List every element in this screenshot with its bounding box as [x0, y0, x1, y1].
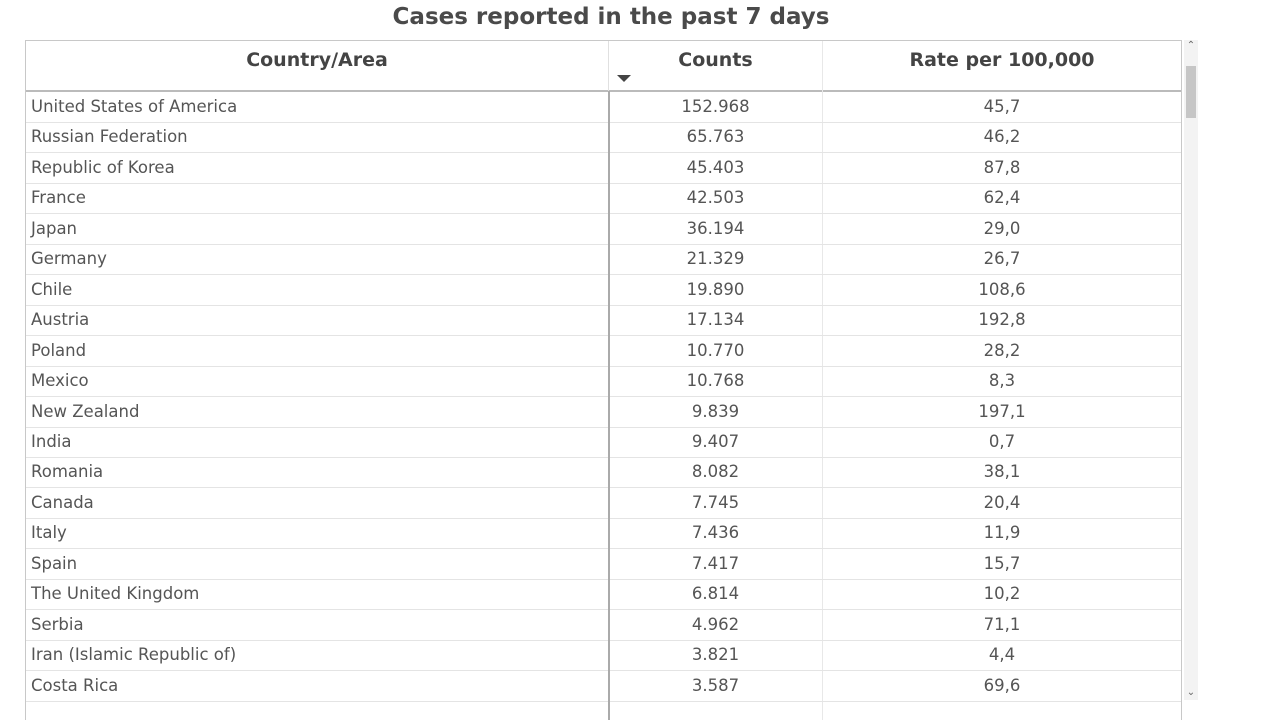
title: Cases reported in the past 7 days — [392, 4, 830, 30]
table-cell: 46,2 — [983, 127, 1021, 147]
table: Country/Area Counts Rate per 100,000 Uni… — [25, 40, 1182, 720]
table-cell: 26,7 — [983, 249, 1021, 269]
table-cell: 29,0 — [983, 218, 1021, 238]
table-cell: 38,1 — [983, 462, 1021, 482]
table-row: Austria 17.134 192,8 — [26, 305, 1181, 337]
column-divider — [608, 41, 609, 91]
table-cell: 6.814 — [691, 584, 740, 604]
column-divider — [608, 91, 610, 720]
table-row: Iran (Islamic Republic of) 3.821 4,4 — [26, 640, 1181, 672]
table-cell: 10,2 — [983, 584, 1021, 604]
table-cell: 9.407 — [691, 431, 740, 451]
column-divider — [822, 41, 823, 720]
table-cell: The United Kingdom — [31, 584, 200, 604]
column-header[interactable]: Counts — [678, 49, 753, 71]
table-cell: 87,8 — [983, 157, 1021, 177]
table-cell: Serbia — [31, 614, 84, 634]
table-row: Italy 7.436 11,9 — [26, 518, 1181, 550]
table-cell: Poland — [31, 340, 87, 360]
table-cell: India — [31, 431, 72, 451]
table-row: Republic of Korea 45.403 87,8 — [26, 153, 1181, 184]
table-cell: 192,8 — [978, 310, 1026, 330]
table-cell: Italy — [31, 523, 67, 543]
header-divider — [26, 90, 1181, 92]
table-cell: 7.417 — [691, 553, 740, 573]
table-cell: 62,4 — [983, 188, 1021, 208]
scroll-down[interactable]: ⌄ — [1186, 687, 1196, 698]
table-cell: Spain — [31, 553, 78, 573]
table-cell: France — [31, 188, 86, 208]
table-cell: Canada — [31, 492, 94, 512]
table-row: Mexico 10.768 8,3 — [26, 366, 1181, 398]
table-row: United States of America 152.968 45,7 — [26, 92, 1181, 123]
table-row: The United Kingdom 6.814 10,2 — [26, 579, 1181, 611]
table-cell: 7.745 — [691, 492, 740, 512]
table-cell: Chile — [31, 279, 73, 299]
table-cell: 197,1 — [978, 401, 1026, 421]
table-cell: Austria — [31, 310, 90, 330]
table-cell: 4.962 — [691, 614, 740, 634]
table-cell: 45,7 — [983, 97, 1021, 116]
table-cell: 9.839 — [691, 401, 740, 421]
sort-arrow[interactable] — [616, 74, 632, 84]
table-row: Russian Federation 65.763 46,2 — [26, 122, 1181, 154]
table-row: India 9.407 0,7 — [26, 427, 1181, 458]
table-cell: 69,6 — [983, 675, 1021, 695]
table-cell: 11,9 — [983, 523, 1021, 543]
table-row: Costa Rica 3.587 69,6 — [26, 671, 1181, 702]
table-row: Chile 19.890 108,6 — [26, 275, 1181, 306]
table-cell: Costa Rica — [31, 675, 119, 695]
table-cell: 20,4 — [983, 492, 1021, 512]
table-row: Romania 8.082 38,1 — [26, 457, 1181, 489]
table-cell: 15,7 — [983, 553, 1021, 573]
table-row: France 42.503 62,4 — [26, 183, 1181, 215]
table-row: Serbia 4.962 71,1 — [26, 610, 1181, 641]
table-cell: 19.890 — [686, 279, 745, 299]
table-cell: Germany — [31, 249, 107, 269]
table-row: Canada 7.745 20,4 — [26, 488, 1181, 519]
table-cell: Russian Federation — [31, 127, 188, 147]
table-cell: Iran (Islamic Republic of) — [31, 645, 237, 665]
table-cell: 8,3 — [988, 371, 1016, 391]
scrollbar[interactable]: ⌃ ⌄ — [1184, 40, 1198, 700]
table-cell: 0,7 — [988, 431, 1016, 451]
table-row — [26, 701, 1181, 720]
table-row: Poland 10.770 28,2 — [26, 336, 1181, 367]
table-cell: 21.329 — [686, 249, 745, 269]
table-cell: 71,1 — [983, 614, 1021, 634]
table-row: Spain 7.417 15,7 — [26, 549, 1181, 580]
table-cell: 10.768 — [686, 371, 745, 391]
table-cell: United States of America — [31, 97, 238, 116]
table-row: Germany 21.329 26,7 — [26, 244, 1181, 276]
table-cell: Japan — [31, 218, 78, 238]
table-cell: 152.968 — [681, 97, 750, 116]
table-cell: 3.587 — [691, 675, 740, 695]
table-cell: 4,4 — [988, 645, 1016, 665]
table-cell: 10.770 — [686, 340, 745, 360]
table-cell: Republic of Korea — [31, 157, 175, 177]
table-cell: 8.082 — [691, 462, 740, 482]
table-cell: Mexico — [31, 371, 89, 391]
table-row: Japan 36.194 29,0 — [26, 214, 1181, 245]
column-header[interactable]: Rate per 100,000 — [909, 49, 1095, 71]
column-header[interactable]: Country/Area — [246, 49, 388, 71]
scroll-thumb[interactable] — [1186, 66, 1196, 118]
table-cell: 7.436 — [691, 523, 740, 543]
table-cell: 17.134 — [686, 310, 745, 330]
table-cell: 36.194 — [686, 218, 745, 238]
table-cell: 42.503 — [686, 188, 745, 208]
table-row: New Zealand 9.839 197,1 — [26, 397, 1181, 428]
table-cell: 65.763 — [686, 127, 745, 147]
table-cell: 45.403 — [686, 157, 745, 177]
scroll-up[interactable]: ⌃ — [1186, 40, 1196, 51]
table-cell: 28,2 — [983, 340, 1021, 360]
table-cell: 108,6 — [978, 279, 1026, 299]
table-cell: Romania — [31, 462, 104, 482]
table-cell: New Zealand — [31, 401, 140, 421]
table-cell: 3.821 — [691, 645, 740, 665]
